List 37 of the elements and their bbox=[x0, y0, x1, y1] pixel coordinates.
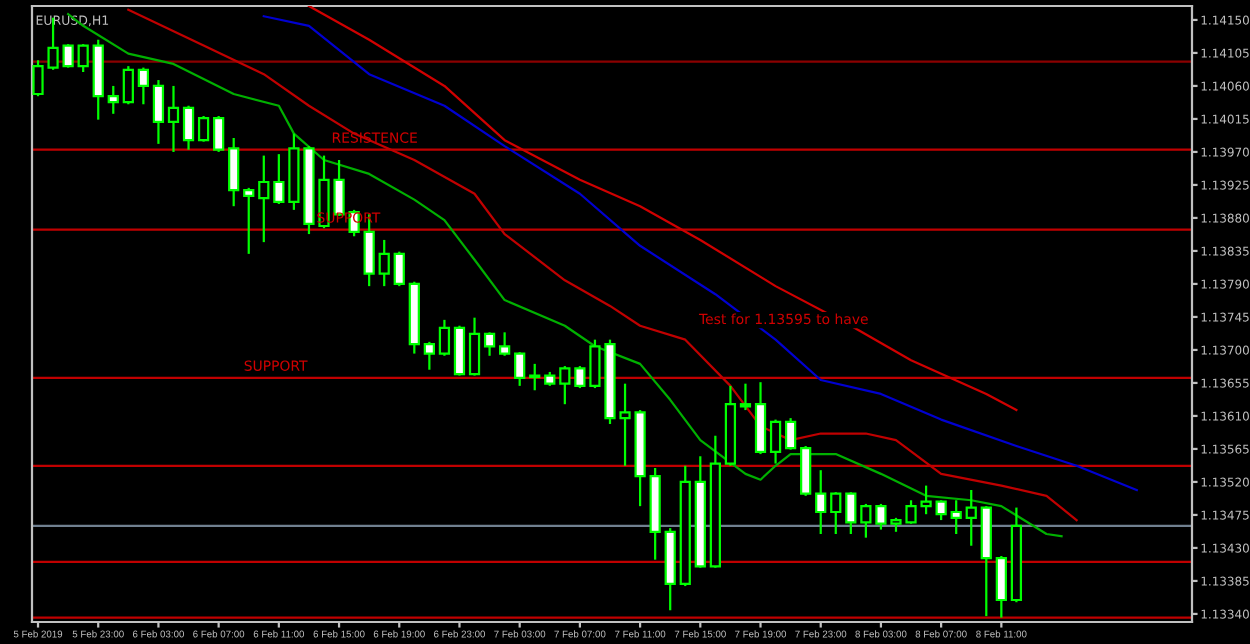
candlestick bbox=[453, 324, 466, 377]
candlestick bbox=[815, 469, 827, 536]
candlestick bbox=[499, 331, 511, 357]
candlestick bbox=[228, 136, 240, 208]
candlestick bbox=[769, 418, 782, 465]
candlestick bbox=[845, 491, 857, 536]
candlestick bbox=[468, 316, 481, 377]
candlestick bbox=[77, 43, 89, 74]
candlestick bbox=[830, 491, 842, 536]
candlestick bbox=[182, 104, 195, 151]
candlestick bbox=[393, 250, 405, 288]
candlestick bbox=[137, 66, 150, 106]
candlestick bbox=[258, 154, 270, 244]
candlestick bbox=[739, 382, 752, 412]
candlestick bbox=[514, 351, 526, 387]
candlestick bbox=[935, 499, 947, 522]
candlestick bbox=[784, 417, 797, 451]
candlestick bbox=[995, 554, 1007, 619]
candlestick bbox=[754, 381, 767, 456]
candlestick bbox=[965, 488, 977, 547]
candlestick bbox=[152, 78, 165, 145]
candlestick bbox=[197, 114, 210, 143]
candlestick bbox=[423, 340, 435, 371]
candlestick bbox=[213, 114, 225, 154]
line-series bbox=[307, 6, 1018, 412]
candlestick bbox=[438, 318, 451, 357]
candlestick bbox=[122, 65, 134, 106]
candlestick bbox=[107, 84, 119, 115]
candlestick bbox=[559, 364, 571, 406]
candlestick bbox=[243, 186, 255, 255]
candlestick bbox=[378, 238, 390, 288]
candlestick bbox=[273, 153, 285, 206]
candlestick bbox=[483, 331, 496, 357]
candlestick bbox=[167, 84, 180, 154]
candlestick bbox=[800, 444, 812, 497]
candlestick bbox=[950, 499, 962, 536]
candlestick bbox=[529, 362, 541, 392]
